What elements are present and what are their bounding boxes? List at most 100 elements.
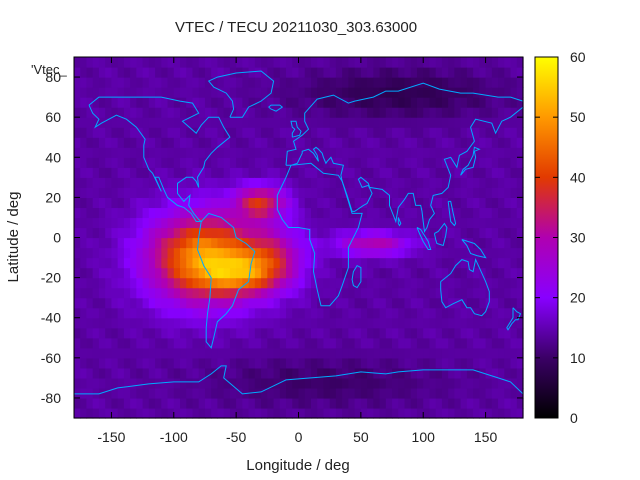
- heatmap-cell: [180, 397, 187, 409]
- heatmap-cell: [217, 347, 225, 359]
- chart-title: VTEC / TECU 20211030_303.63000: [175, 19, 417, 36]
- heatmap-cell: [448, 157, 456, 168]
- heatmap-cell: [404, 387, 412, 399]
- heatmap-cell: [117, 217, 125, 229]
- heatmap-cell: [441, 247, 449, 259]
- heatmap-cell: [142, 287, 150, 299]
- heatmap-cell: [223, 257, 231, 269]
- heatmap-cell: [398, 277, 406, 289]
- heatmap-cell: [148, 357, 156, 369]
- heatmap-cell: [473, 187, 480, 198]
- heatmap-cell: [304, 137, 312, 148]
- heatmap-cell: [441, 377, 449, 389]
- heatmap-cell: [491, 187, 499, 198]
- heatmap-cell: [130, 297, 137, 309]
- heatmap-cell: [498, 397, 505, 409]
- heatmap-cell: [323, 137, 331, 148]
- heatmap-cell: [248, 157, 256, 168]
- heatmap-cell: [211, 407, 219, 419]
- heatmap-cell: [454, 357, 462, 369]
- heatmap-cell: [130, 397, 137, 409]
- heatmap-cell: [186, 137, 194, 148]
- heatmap-cell: [516, 377, 524, 389]
- heatmap-cell: [148, 387, 156, 399]
- heatmap-cell: [229, 407, 237, 419]
- heatmap-cell: [360, 267, 368, 279]
- heatmap-cell: [161, 137, 169, 148]
- heatmap-cell: [254, 257, 262, 269]
- heatmap-cell: [142, 177, 150, 188]
- heatmap-cell: [254, 207, 262, 219]
- heatmap-cell: [448, 67, 456, 78]
- heatmap-cell: [441, 397, 449, 409]
- heatmap-cell: [167, 257, 175, 269]
- heatmap-cell: [236, 377, 243, 389]
- heatmap-cell: [342, 377, 349, 389]
- heatmap-cell: [74, 397, 81, 409]
- heatmap-cell: [360, 327, 368, 339]
- heatmap-cell: [354, 87, 362, 98]
- heatmap-cell: [466, 317, 474, 329]
- heatmap-cell: [354, 237, 362, 249]
- heatmap-cell: [236, 107, 243, 118]
- heatmap-cell: [217, 407, 225, 419]
- heatmap-cell: [460, 337, 468, 349]
- heatmap-cell: [130, 167, 137, 178]
- heatmap-cell: [236, 87, 243, 98]
- heatmap-cell: [155, 397, 162, 409]
- heatmap-cell: [267, 207, 275, 219]
- heatmap-cell: [155, 227, 162, 239]
- heatmap-cell: [80, 217, 88, 229]
- heatmap-cell: [516, 387, 524, 399]
- heatmap-cell: [198, 317, 206, 329]
- heatmap-cell: [485, 327, 493, 339]
- heatmap-cell: [354, 157, 362, 168]
- heatmap-cell: [192, 327, 200, 339]
- heatmap-cell: [410, 67, 418, 78]
- heatmap-cell: [198, 117, 206, 128]
- heatmap-cell: [479, 137, 487, 148]
- heatmap-cell: [335, 277, 343, 289]
- heatmap-cell: [155, 107, 162, 118]
- heatmap-cell: [267, 197, 275, 209]
- heatmap-cell: [229, 137, 237, 148]
- heatmap-cell: [460, 177, 468, 188]
- heatmap-cell: [379, 157, 387, 168]
- heatmap-cell: [130, 157, 137, 168]
- heatmap-cell: [261, 187, 268, 198]
- heatmap-cell: [111, 277, 119, 289]
- heatmap-cell: [74, 57, 81, 68]
- heatmap-cell: [292, 357, 300, 369]
- heatmap-cell: [117, 77, 125, 88]
- heatmap-cell: [342, 307, 349, 319]
- heatmap-cell: [111, 167, 119, 178]
- heatmap-cell: [273, 217, 281, 229]
- heatmap-cell: [142, 337, 150, 349]
- heatmap-cell: [148, 67, 156, 78]
- heatmap-cell: [485, 107, 493, 118]
- heatmap-cell: [254, 407, 262, 419]
- heatmap-cell: [142, 117, 150, 128]
- heatmap-cell: [485, 407, 493, 419]
- heatmap-cell: [398, 57, 406, 68]
- heatmap-cell: [148, 197, 156, 209]
- heatmap-cell: [317, 207, 325, 219]
- heatmap-cell: [192, 217, 200, 229]
- heatmap-cell: [392, 367, 399, 379]
- heatmap-cell: [173, 287, 181, 299]
- heatmap-cell: [498, 197, 505, 209]
- heatmap-cell: [379, 287, 387, 299]
- heatmap-cell: [423, 257, 431, 269]
- heatmap-cell: [335, 117, 343, 128]
- heatmap-cell: [123, 337, 131, 349]
- heatmap-cell: [254, 137, 262, 148]
- heatmap-cell: [98, 137, 106, 148]
- heatmap-cell: [286, 97, 293, 108]
- heatmap-cell: [441, 77, 449, 88]
- heatmap-cell: [279, 307, 287, 319]
- heatmap-cell: [80, 347, 88, 359]
- heatmap-cell: [123, 227, 131, 239]
- heatmap-cell: [204, 387, 212, 399]
- heatmap-cell: [148, 237, 156, 249]
